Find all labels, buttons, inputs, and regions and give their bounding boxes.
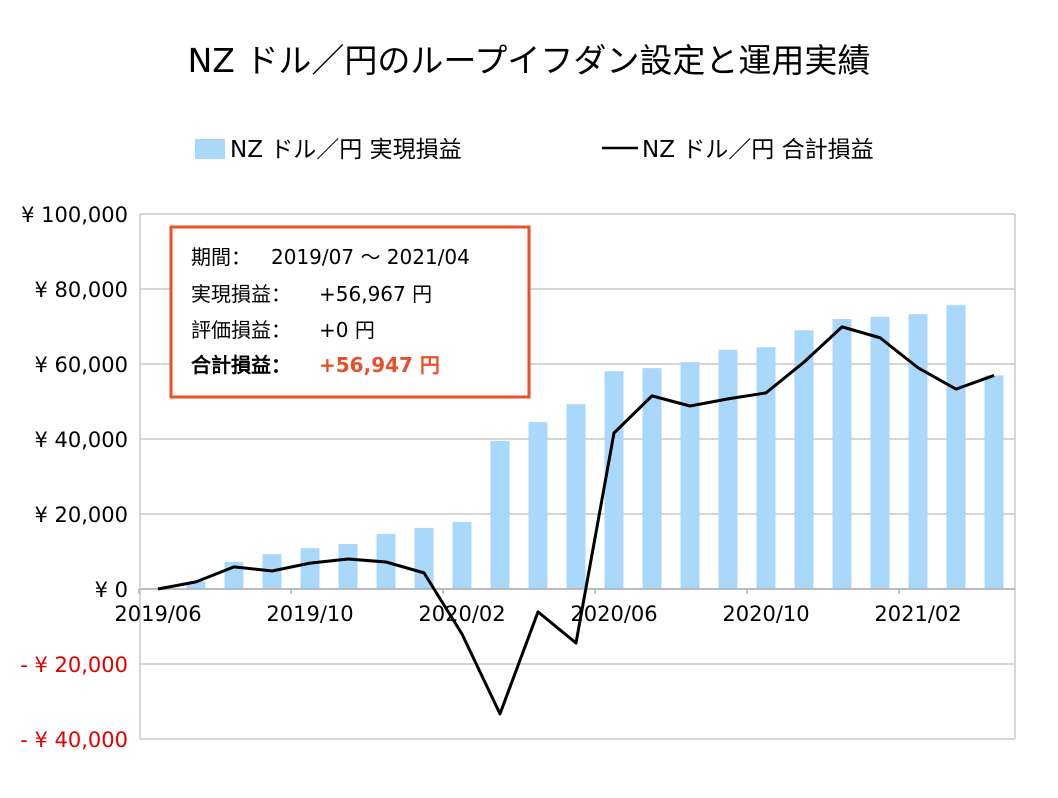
- bar: [985, 375, 1004, 589]
- bar: [909, 314, 928, 589]
- y-tick-label: ¥ 60,000: [34, 353, 128, 377]
- unrealized-label: 評価損益：: [191, 318, 291, 342]
- bar: [453, 522, 472, 589]
- bar: [681, 362, 700, 589]
- bar: [757, 347, 776, 589]
- x-tick-label: 2019/06: [114, 602, 201, 626]
- y-tick-label: - ¥ 40,000: [20, 728, 128, 752]
- y-tick-label: - ¥ 20,000: [20, 653, 128, 677]
- bar: [529, 422, 548, 589]
- legend: NZ ドル／円 実現損益 NZ ドル／円 合計損益: [195, 137, 874, 163]
- bar: [605, 371, 624, 589]
- chart-title: NZ ドル／円のループイフダン設定と運用実績: [188, 41, 871, 80]
- y-tick-label: ¥ 80,000: [34, 278, 128, 302]
- x-tick-label: 2020/10: [722, 602, 809, 626]
- x-tick-label: 2019/10: [266, 602, 353, 626]
- period-label: 期間：: [191, 245, 251, 269]
- period-value: 2019/07 ～ 2021/04: [271, 245, 470, 269]
- bar: [339, 544, 358, 589]
- legend-label-line: NZ ドル／円 合計損益: [642, 137, 874, 163]
- legend-swatch-bar: [195, 139, 225, 159]
- bar: [871, 317, 890, 589]
- info-box: 期間： 2019/07 ～ 2021/04 実現損益： +56,967 円 評価…: [171, 227, 529, 397]
- y-tick-label: ¥ 100,000: [21, 203, 128, 227]
- bar: [301, 548, 320, 589]
- bar: [719, 350, 738, 589]
- y-tick-label: ¥ 0: [95, 578, 128, 602]
- unrealized-value: +0 円: [319, 318, 375, 342]
- total-value: +56,947 円: [319, 353, 440, 377]
- realized-label: 実現損益：: [191, 282, 291, 306]
- bar: [415, 528, 434, 589]
- bar: [833, 319, 852, 589]
- realized-value: +56,967 円: [319, 282, 432, 306]
- y-tick-label: ¥ 40,000: [34, 428, 128, 452]
- bar: [491, 441, 510, 589]
- x-tick-label: 2021/02: [874, 602, 961, 626]
- bar: [567, 404, 586, 589]
- total-label: 合計損益：: [191, 353, 291, 377]
- bar: [947, 305, 966, 589]
- y-tick-label: ¥ 20,000: [34, 503, 128, 527]
- legend-label-bar: NZ ドル／円 実現損益: [230, 137, 462, 163]
- y-axis-labels: ¥ 100,000 ¥ 80,000 ¥ 60,000 ¥ 40,000 ¥ 20,00…: [20, 203, 128, 752]
- x-tick-label: 2020/02: [418, 602, 505, 626]
